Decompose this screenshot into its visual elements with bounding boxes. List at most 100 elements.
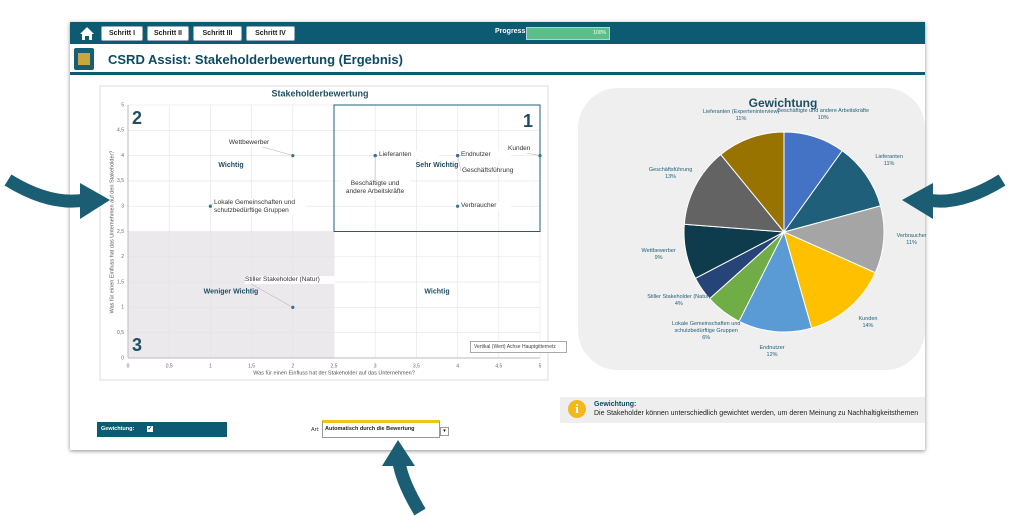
x-tick-label: 0,5 <box>166 363 173 369</box>
slice-label: Beschäftigte und andere Arbeitskräfte 10% <box>773 108 873 122</box>
scatter-title: Stakeholderbewertung <box>271 88 368 98</box>
type-value: Automatisch durch die Bewertung <box>325 426 415 432</box>
slice-value: 12% <box>766 352 778 359</box>
progress-value: 100% <box>593 30 606 36</box>
quadrant-label: Sehr Wichtig <box>416 162 459 169</box>
point-label: Lieferanten <box>379 151 439 159</box>
x-tick-label: 5 <box>539 363 542 369</box>
point-label: Stiller Stakeholder (Natur) <box>245 276 335 284</box>
pie-slice <box>720 131 785 234</box>
slice-name: Stiller Stakeholder (Natur) <box>647 293 711 300</box>
step-button[interactable]: Schritt II <box>147 26 189 41</box>
pie-slice <box>738 230 813 333</box>
slice-name: Geschäftsführung <box>648 167 693 174</box>
slice-value: 4% <box>674 300 683 307</box>
home-button[interactable] <box>78 25 96 41</box>
y-tick-label: 0,5 <box>117 330 124 336</box>
y-tick-label: 2 <box>121 254 124 260</box>
y-tick-label: 0 <box>121 355 124 361</box>
quadrant-label: Weniger Wichtig <box>204 289 259 296</box>
arrow-head <box>902 183 933 219</box>
pie-slice <box>683 153 786 233</box>
quadrant-number: 3 <box>132 335 142 355</box>
slice-label: Kunden 14% <box>818 316 918 330</box>
x-tick-label: 4,5 <box>495 363 502 369</box>
arrow <box>4 174 87 208</box>
slice-name: Beschäftigte und andere Arbeitskräfte <box>777 107 870 114</box>
step-button[interactable]: Schritt I <box>101 26 143 41</box>
quadrant-label: Wichtig <box>424 289 449 296</box>
progress-bar: 100% <box>526 27 610 40</box>
quadrant-number: 2 <box>132 108 142 128</box>
arrow <box>926 174 1006 208</box>
progress-fill <box>527 28 609 39</box>
weighting-checkbox[interactable]: ✓ <box>147 426 153 432</box>
slice-value: 9% <box>654 255 663 262</box>
arrow-head <box>80 183 110 219</box>
top-bar: Schritt I Schritt II Schritt III Schritt… <box>70 22 925 44</box>
x-tick-label: 4 <box>456 363 459 369</box>
arrow-head <box>382 440 415 466</box>
slice-name: Wettbewerber <box>641 248 676 255</box>
slice-value: 13% <box>665 174 677 181</box>
y-tick-label: 3 <box>121 204 124 210</box>
weighting-label: Gewichtung: <box>101 426 135 432</box>
info-title: Gewichtung: <box>594 401 637 408</box>
point-label: Endnutzer <box>461 151 511 159</box>
leader-line <box>210 202 214 207</box>
info-box: i Gewichtung: Die Stakeholder können unt… <box>560 397 925 423</box>
slice-name: Endnutzer <box>759 345 785 352</box>
slice-label: Lieferanten 11% <box>839 154 939 168</box>
y-tick-label: 5 <box>121 102 124 108</box>
point-label: Verbraucher <box>461 202 511 210</box>
slice-value: 11% <box>735 116 747 123</box>
leader-line <box>457 155 462 172</box>
slice-value: 11% <box>883 161 895 168</box>
slice-name: Lieferanten (Experteninterview) <box>702 109 780 116</box>
quadrant-shade <box>128 231 334 358</box>
tooltip: Vertikal (Wert) Achse Hauptgitternetz <box>470 341 567 353</box>
slice-value: 10% <box>817 114 829 121</box>
dropdown-arrow[interactable]: ▾ <box>440 427 449 436</box>
app-icon <box>74 48 94 70</box>
slice-name: Lokale Gemeinschaften und schutzbedürfti… <box>671 320 741 334</box>
home-icon <box>80 27 94 40</box>
app-icon-inner <box>78 53 90 65</box>
x-tick-label: 2,5 <box>331 363 338 369</box>
info-text: Die Stakeholder können unterschiedlich g… <box>594 410 919 417</box>
slice-label: Stiller Stakeholder (Natur) 4% <box>629 294 729 308</box>
point-label: Lokale Gemeinschaften und schutzbedürfti… <box>214 199 306 215</box>
progress-label: Progress: <box>495 28 528 35</box>
quadrant-label: Wichtig <box>218 162 243 169</box>
quadrant-number: 1 <box>523 111 533 131</box>
pie-title: Gewichtung <box>749 96 818 110</box>
step-button[interactable]: Schritt IV <box>246 26 295 41</box>
x-tick-label: 0 <box>127 363 130 369</box>
point-label: Wettbewerber <box>224 139 274 147</box>
point-label: Geschäftsführung <box>462 167 522 175</box>
weighting-panel: Gewichtung: ✓ <box>97 422 227 437</box>
point-label: Kunden <box>508 145 538 153</box>
slice-value: 11% <box>906 240 917 247</box>
y-tick-label: 4 <box>121 153 124 159</box>
slice-label: Wettbewerber 9% <box>609 248 709 262</box>
header-rule <box>70 72 925 75</box>
x-tick-label: 3 <box>374 363 377 369</box>
point-label: Beschäftigte und andere Arbeitskräfte <box>340 180 410 196</box>
step-button[interactable]: Schritt III <box>193 26 242 41</box>
x-axis-label: Was für einen Einfluss hat der Stakehold… <box>253 370 415 376</box>
slice-value: 14% <box>862 323 874 330</box>
slice-label: Verbraucher 11% <box>862 233 962 247</box>
pie-slice <box>782 205 885 274</box>
type-dropdown[interactable]: Automatisch durch die Bewertung <box>322 420 440 438</box>
slice-value: 6% <box>702 334 711 341</box>
slice-name: Lieferanten <box>875 154 903 161</box>
slice-label: Endnutzer 12% <box>722 345 822 359</box>
arrow <box>392 460 426 516</box>
quadrant-box <box>333 104 541 232</box>
pie-slice <box>783 231 876 329</box>
slice-label: Lieferanten (Experteninterview) 11% <box>691 109 791 123</box>
x-tick-label: 1 <box>209 363 212 369</box>
